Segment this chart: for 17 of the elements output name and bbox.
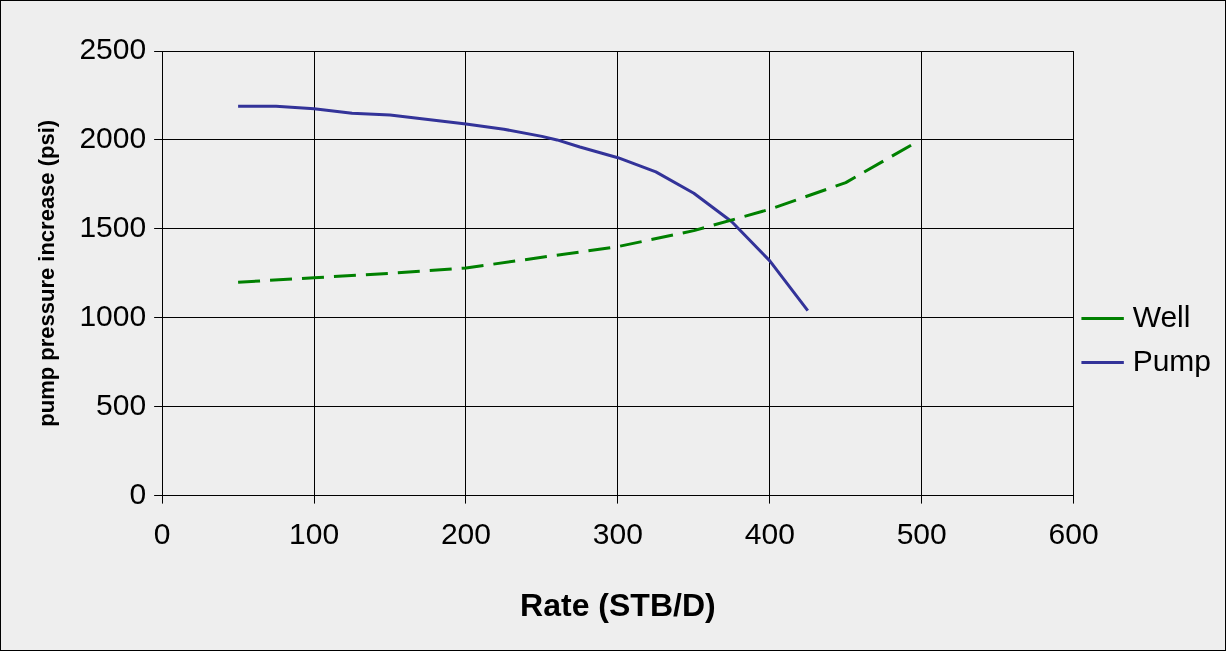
legend-label: Pump — [1132, 343, 1212, 377]
x-tick-label: 300 — [592, 516, 643, 550]
y-tick-label: 1500 — [79, 210, 147, 244]
x-axis-title: Rate (STB/D) — [520, 586, 716, 623]
x-tick-label: 200 — [440, 516, 491, 550]
y-tick-label: 2000 — [79, 121, 147, 155]
x-tick-label: 500 — [896, 516, 947, 550]
y-tick-label: 1000 — [79, 299, 147, 333]
x-tick-label: 400 — [744, 516, 795, 550]
x-tick-label: 100 — [289, 516, 340, 550]
y-tick-label: 0 — [129, 476, 147, 510]
y-tick-label: 500 — [96, 387, 147, 421]
y-tick-label: 2500 — [79, 32, 147, 66]
y-axis-title: pump pressure increase (psi) — [34, 119, 60, 427]
x-tick-label: 600 — [1048, 516, 1099, 550]
legend-label: Well — [1132, 299, 1191, 333]
x-tick-label: 0 — [153, 516, 171, 550]
